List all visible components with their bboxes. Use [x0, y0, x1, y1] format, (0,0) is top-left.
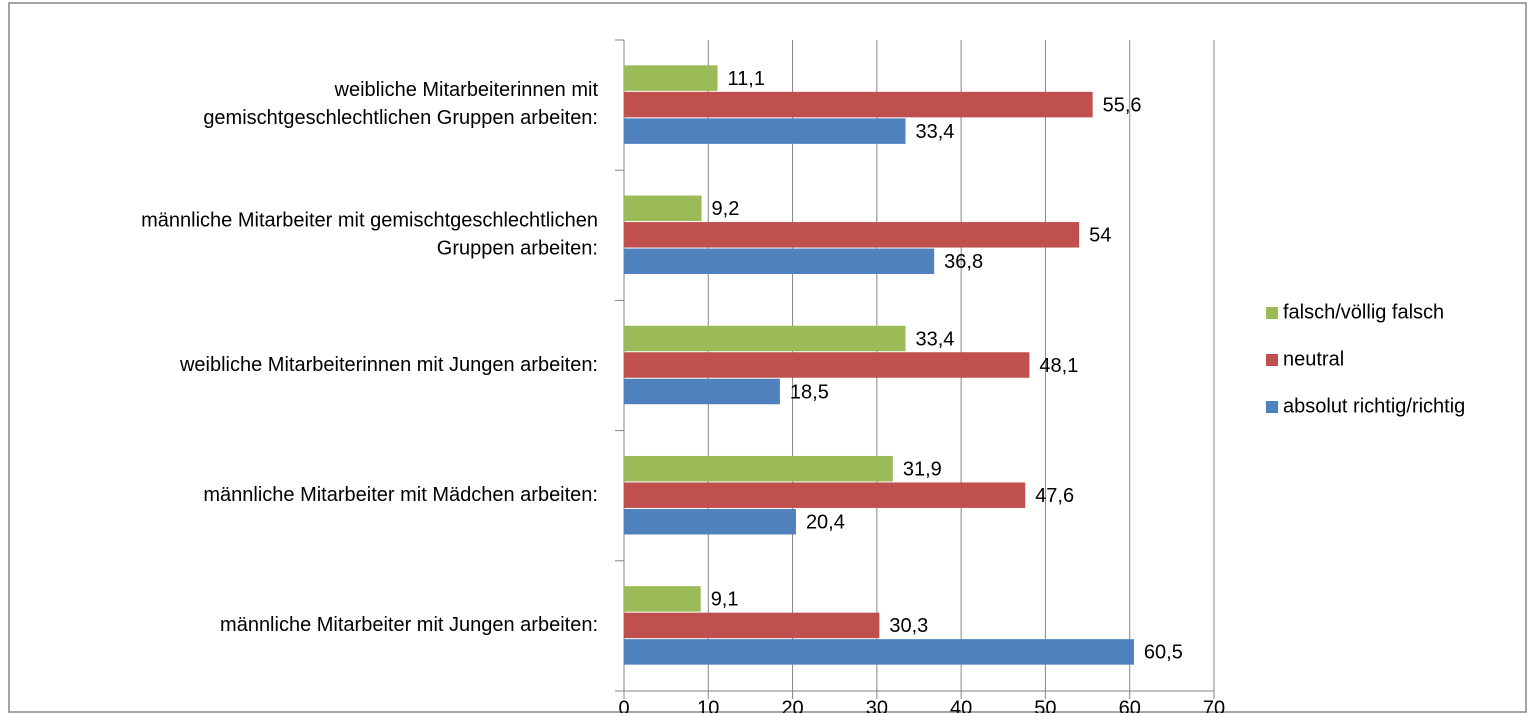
data-label: 54	[1089, 225, 1111, 247]
bar	[624, 508, 796, 535]
bar	[624, 91, 1093, 118]
x-tick-label: 70	[1203, 697, 1225, 713]
legend-swatch	[1266, 401, 1278, 413]
x-tick-label: 10	[697, 697, 719, 713]
data-label: 11,1	[728, 68, 765, 90]
x-tick-label: 60	[1119, 697, 1141, 713]
bar	[624, 65, 718, 91]
data-label: 47,6	[1035, 485, 1074, 507]
data-label: 48,1	[1039, 355, 1078, 377]
data-label: 18,5	[790, 381, 829, 403]
bar	[624, 378, 780, 405]
y-tick-label: weibliche Mitarbeiterinnen mit Jungen ar…	[179, 354, 598, 376]
y-tick-label: männliche Mitarbeiter mit Mädchen arbeit…	[203, 484, 598, 506]
data-label: 60,5	[1144, 642, 1183, 664]
data-label: 20,4	[806, 511, 845, 533]
data-label: 30,3	[889, 615, 928, 637]
y-tick-label: männliche Mitarbeiter mit gemischtgeschl…	[141, 210, 598, 260]
x-tick-label: 20	[781, 697, 803, 713]
bar	[624, 455, 893, 482]
bar	[624, 195, 702, 222]
data-label: 36,8	[944, 251, 983, 273]
bar	[624, 352, 1030, 378]
bar	[624, 612, 880, 639]
x-tick-label: 0	[618, 697, 629, 713]
y-tick-label: weibliche Mitarbeiterinnen mit gemischtge…	[203, 79, 598, 129]
data-label: 33,4	[916, 121, 955, 143]
data-label: 9,1	[711, 589, 739, 611]
legend-label: neutral	[1283, 348, 1344, 370]
data-label: 33,4	[916, 328, 955, 350]
bar	[624, 586, 701, 612]
x-tick-label: 50	[1034, 697, 1056, 713]
data-label: 55,6	[1103, 94, 1142, 116]
y-tick-label: männliche Mitarbeiter mit Jungen arbeite…	[220, 614, 598, 636]
data-label: 31,9	[903, 458, 942, 480]
bar	[624, 222, 1080, 248]
x-tick-label: 30	[866, 697, 888, 713]
bar	[624, 118, 906, 144]
bar	[624, 482, 1026, 508]
bar	[624, 248, 935, 275]
bar	[624, 325, 906, 352]
data-label: 9,2	[712, 198, 740, 220]
legend-label: absolut richtig/richtig	[1283, 395, 1465, 417]
legend-label: falsch/völlig falsch	[1283, 301, 1444, 323]
legend-swatch	[1266, 307, 1278, 319]
legend-swatch	[1266, 354, 1278, 366]
x-tick-label: 40	[950, 697, 972, 713]
bar	[624, 639, 1134, 665]
